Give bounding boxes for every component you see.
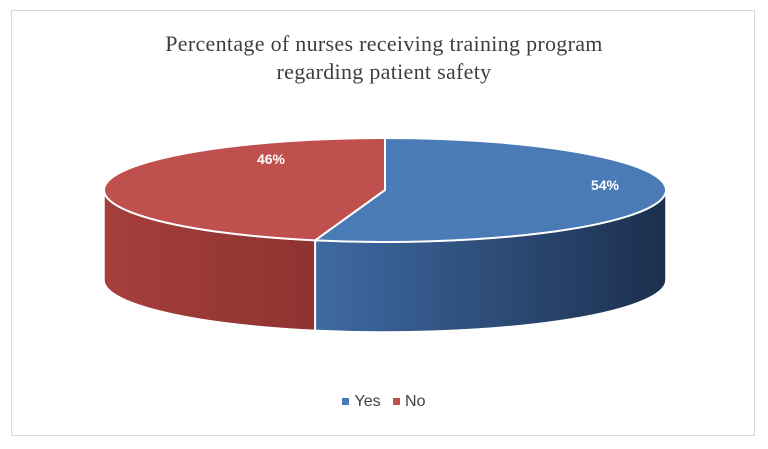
legend-item-yes: Yes (342, 392, 381, 411)
pie-slice-no (103, 137, 386, 242)
legend-swatch-no (393, 398, 401, 405)
data-label-no: 46% (257, 151, 286, 167)
chart-legend: Yes No (0, 392, 768, 411)
pie-slice-yes (314, 137, 667, 243)
legend-label-yes: Yes (354, 392, 381, 410)
legend-swatch-yes (342, 398, 350, 405)
chart-title-line-2: regarding patient safety (276, 59, 492, 84)
chart-title: Percentage of nurses receiving training … (0, 30, 768, 86)
legend-label-no: No (405, 392, 426, 410)
data-label-yes: 54% (591, 177, 620, 193)
chart-title-line-1: Percentage of nurses receiving training … (165, 31, 603, 56)
legend-item-no: No (393, 392, 426, 411)
